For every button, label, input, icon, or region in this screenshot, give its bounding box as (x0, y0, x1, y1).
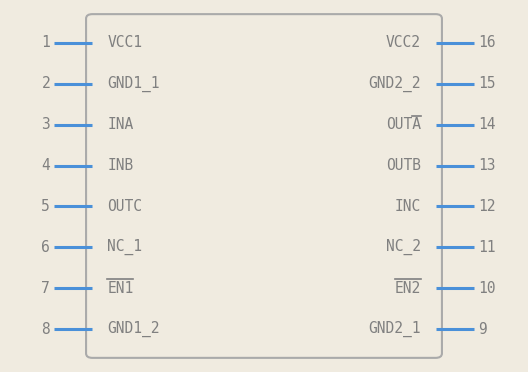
Text: 8: 8 (41, 322, 50, 337)
Text: 16: 16 (478, 35, 495, 50)
Text: NC_2: NC_2 (386, 239, 421, 256)
Text: INB: INB (107, 158, 134, 173)
Text: 11: 11 (478, 240, 495, 255)
Text: 6: 6 (41, 240, 50, 255)
Text: INC: INC (394, 199, 421, 214)
Text: 3: 3 (41, 117, 50, 132)
Text: NC_1: NC_1 (107, 239, 142, 256)
Text: OUTC: OUTC (107, 199, 142, 214)
Text: OUTA: OUTA (386, 117, 421, 132)
Text: 4: 4 (41, 158, 50, 173)
Text: EN2: EN2 (394, 281, 421, 296)
FancyBboxPatch shape (86, 14, 442, 358)
Text: EN1: EN1 (107, 281, 134, 296)
Text: 10: 10 (478, 281, 495, 296)
Text: 1: 1 (41, 35, 50, 50)
Text: OUTB: OUTB (386, 158, 421, 173)
Text: 14: 14 (478, 117, 495, 132)
Text: INA: INA (107, 117, 134, 132)
Text: 5: 5 (41, 199, 50, 214)
Text: 12: 12 (478, 199, 495, 214)
Text: GND2_2: GND2_2 (369, 76, 421, 92)
Text: 9: 9 (478, 322, 487, 337)
Text: GND2_1: GND2_1 (369, 321, 421, 337)
Text: GND1_1: GND1_1 (107, 76, 159, 92)
Text: 13: 13 (478, 158, 495, 173)
Text: 7: 7 (41, 281, 50, 296)
Text: 2: 2 (41, 76, 50, 91)
Text: VCC1: VCC1 (107, 35, 142, 50)
Text: VCC2: VCC2 (386, 35, 421, 50)
Text: 15: 15 (478, 76, 495, 91)
Text: GND1_2: GND1_2 (107, 321, 159, 337)
